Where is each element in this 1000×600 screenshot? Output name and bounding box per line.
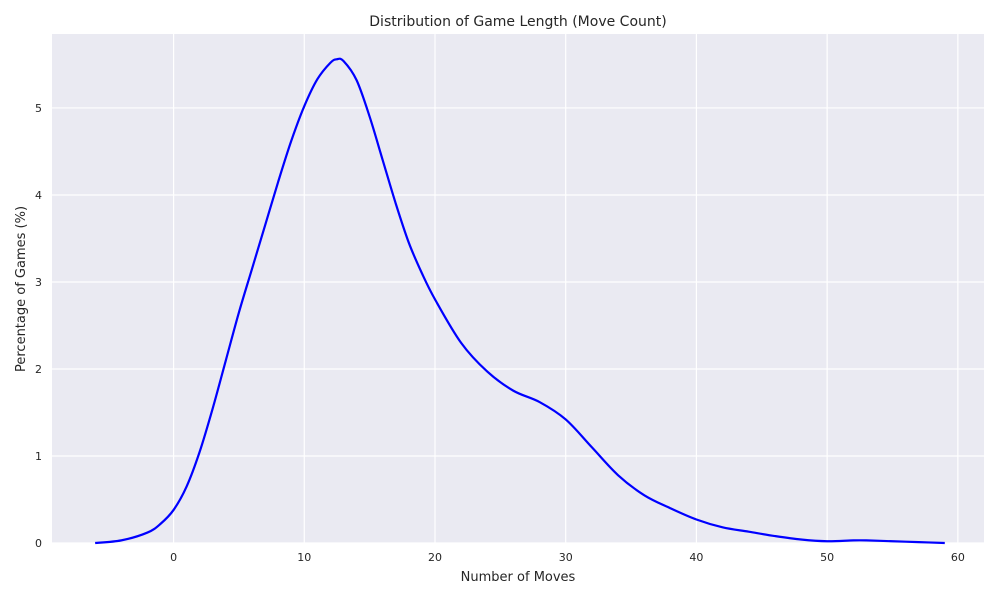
x-tick-label: 40 [689, 551, 703, 564]
plot-background [52, 34, 984, 543]
y-tick-label: 4 [35, 189, 42, 202]
y-axis-label: Percentage of Games (%) [14, 206, 29, 372]
tick-labels: 0 10 20 30 40 50 60 0 1 2 3 4 5 [35, 102, 965, 564]
x-tick-label: 0 [170, 551, 177, 564]
x-tick-label: 60 [951, 551, 965, 564]
y-tick-label: 1 [35, 450, 42, 463]
x-tick-label: 10 [297, 551, 311, 564]
series-layer [95, 57, 945, 545]
x-axis-label: Number of Moves [461, 570, 576, 585]
density-line [95, 57, 945, 545]
y-tick-label: 3 [35, 276, 42, 289]
grid-lines [52, 34, 984, 544]
y-tick-label: 5 [35, 102, 42, 115]
x-tick-label: 30 [559, 551, 573, 564]
x-tick-label: 20 [428, 551, 442, 564]
y-tick-label: 0 [35, 537, 42, 550]
y-tick-label: 2 [35, 363, 42, 376]
x-tick-label: 50 [820, 551, 834, 564]
chart-title: Distribution of Game Length (Move Count) [369, 14, 666, 30]
